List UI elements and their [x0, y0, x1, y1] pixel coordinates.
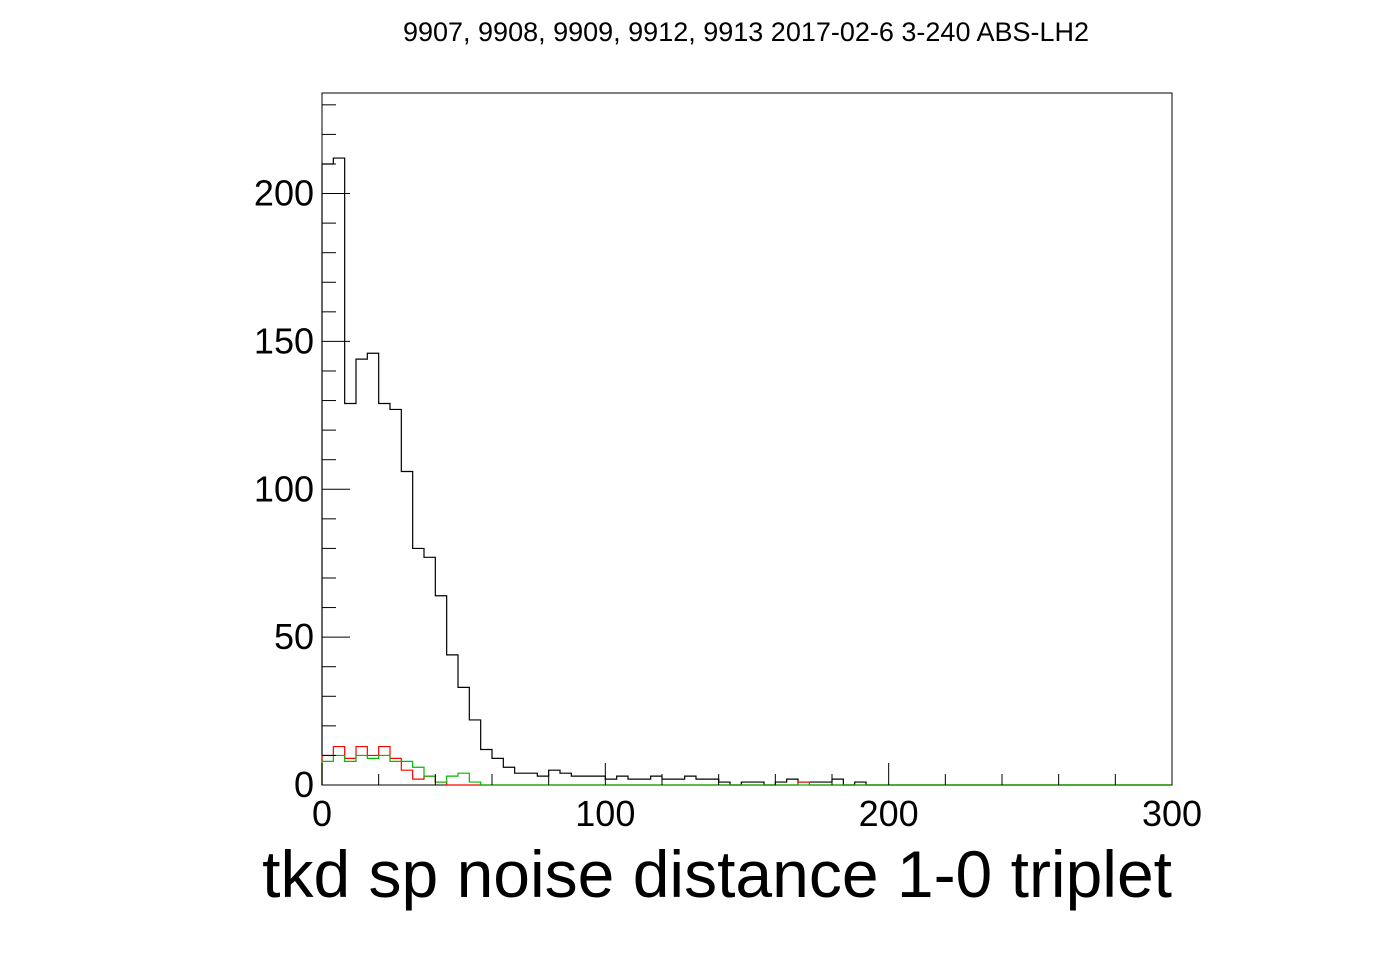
chart-title: 9907, 9908, 9909, 9912, 9913 2017-02-6 3…: [403, 17, 1089, 47]
x-axis-ticks: 0 100 200 300: [312, 763, 1202, 834]
histogram-series-2: [321, 754, 1172, 786]
histogram-series-0: [321, 157, 1172, 786]
x-tick-label: 200: [859, 793, 919, 834]
x-tick-label: 100: [575, 793, 635, 834]
y-axis-ticks: 0 50 100 150 200: [254, 104, 350, 805]
y-tick-label: 200: [254, 173, 314, 214]
x-axis-title: tkd sp noise distance 1-0 triplet: [262, 837, 1172, 911]
y-tick-label: 50: [274, 616, 314, 657]
plot-frame: [321, 92, 1173, 786]
y-tick-label: 150: [254, 320, 314, 361]
histogram-series-1: [321, 745, 1172, 786]
series-layer: [321, 157, 1172, 786]
x-tick-label: 0: [312, 793, 332, 834]
y-tick-label: 0: [294, 764, 314, 805]
x-tick-label: 300: [1142, 793, 1202, 834]
y-tick-label: 100: [254, 468, 314, 509]
